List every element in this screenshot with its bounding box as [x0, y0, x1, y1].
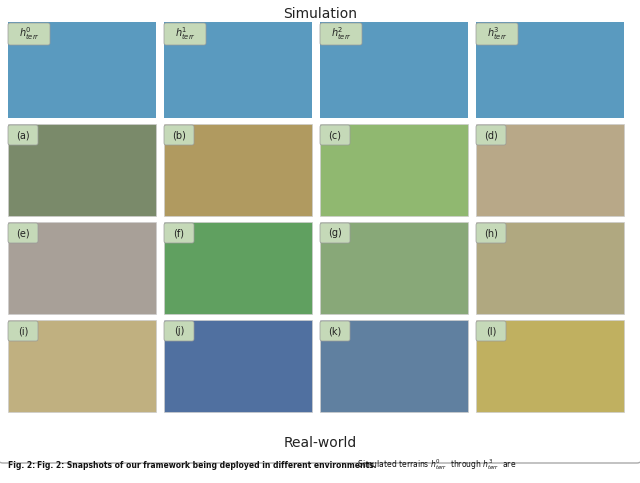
Bar	[164, 22, 312, 118]
FancyBboxPatch shape	[320, 321, 350, 341]
Text: (i): (i)	[18, 326, 28, 336]
Bar	[320, 320, 468, 412]
Bar	[476, 124, 624, 216]
Text: (b): (b)	[172, 130, 186, 140]
FancyBboxPatch shape	[164, 223, 194, 243]
Text: Fig. 2:: Fig. 2:	[8, 460, 38, 469]
Bar	[476, 222, 624, 314]
FancyBboxPatch shape	[320, 125, 350, 145]
FancyBboxPatch shape	[164, 23, 206, 45]
FancyBboxPatch shape	[164, 125, 194, 145]
Bar	[476, 22, 624, 118]
Bar	[320, 22, 468, 118]
Text: (e): (e)	[16, 228, 30, 238]
Bar	[8, 22, 156, 118]
Text: (d): (d)	[484, 130, 498, 140]
Text: (h): (h)	[484, 228, 498, 238]
Text: (a): (a)	[16, 130, 30, 140]
Bar	[476, 320, 624, 412]
Text: (j): (j)	[174, 326, 184, 336]
Text: (k): (k)	[328, 326, 342, 336]
Text: Simulation: Simulation	[283, 7, 357, 21]
Text: Simulated terrains $h^0_{terr}$  through $h^3_{terr}$  are: Simulated terrains $h^0_{terr}$ through …	[355, 457, 516, 472]
FancyBboxPatch shape	[8, 125, 38, 145]
Bar	[8, 222, 156, 314]
FancyBboxPatch shape	[476, 125, 506, 145]
Bar	[8, 320, 156, 412]
Bar	[8, 124, 156, 216]
FancyBboxPatch shape	[8, 23, 50, 45]
Bar	[320, 124, 468, 216]
FancyBboxPatch shape	[476, 321, 506, 341]
Bar	[164, 222, 312, 314]
FancyBboxPatch shape	[8, 223, 38, 243]
Text: Fig. 2: Snapshots of our framework being deployed in different environments.: Fig. 2: Snapshots of our framework being…	[37, 460, 376, 469]
FancyBboxPatch shape	[8, 321, 38, 341]
FancyBboxPatch shape	[320, 23, 362, 45]
Text: $h^1_{terr}$: $h^1_{terr}$	[175, 26, 195, 43]
Text: $h^2_{terr}$: $h^2_{terr}$	[330, 26, 351, 43]
Text: (l): (l)	[486, 326, 496, 336]
Text: Real-world: Real-world	[284, 436, 356, 450]
FancyBboxPatch shape	[476, 223, 506, 243]
FancyBboxPatch shape	[0, 0, 640, 463]
FancyBboxPatch shape	[476, 23, 518, 45]
Bar	[320, 222, 468, 314]
FancyBboxPatch shape	[164, 321, 194, 341]
Text: (c): (c)	[328, 130, 342, 140]
Bar	[164, 320, 312, 412]
FancyBboxPatch shape	[320, 223, 350, 243]
Text: $h^0_{terr}$: $h^0_{terr}$	[19, 26, 40, 43]
Bar	[164, 124, 312, 216]
Text: (f): (f)	[173, 228, 184, 238]
Text: (g): (g)	[328, 228, 342, 238]
Text: $h^3_{terr}$: $h^3_{terr}$	[486, 26, 508, 43]
